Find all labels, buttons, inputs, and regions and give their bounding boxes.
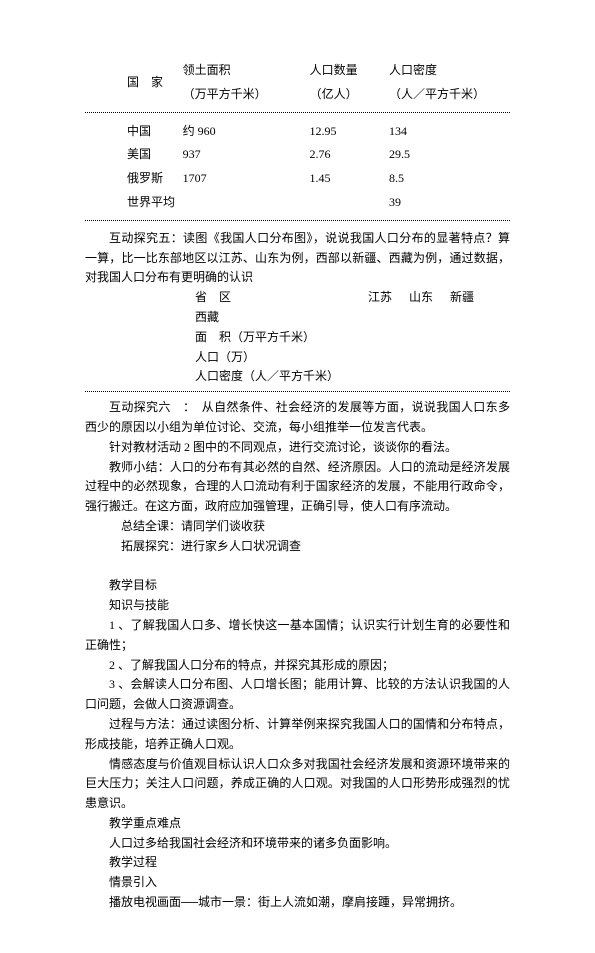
th-density-unit: （人／平方千米） [389, 84, 508, 106]
heading: 教学重点难点 [85, 814, 510, 834]
heading: 知识与技能 [85, 596, 510, 616]
country-table: 国 家 领土面积 人口数量 人口密度 （万平方千米） （亿人） （人／平方千米）… [85, 58, 510, 221]
heading: 教学过程 [85, 853, 510, 873]
divider [85, 220, 510, 221]
divider [85, 112, 510, 113]
prov-row: 人口（万） [195, 348, 510, 368]
th-pop-unit: （亿人） [310, 84, 387, 106]
paragraph: 人口过多给我国社会经济和环境带来的诸多负面影响。 [85, 834, 510, 854]
paragraph: 互动探究六 ： 从自然条件、社会经济的发展等方面，说说我国人口东多西少的原因以小… [85, 398, 510, 438]
prov-header: 省 区 [195, 288, 365, 308]
objective: 1 、了解我国人口多、增长快这一基本国情；认识实行计划生育的必要性和正确性； [85, 616, 510, 656]
paragraph: 拓展探究：进行家乡人口状况调查 [85, 537, 510, 557]
th-country: 国 家 [87, 60, 181, 106]
paragraph: 过程与方法：通过读图分析、计算举例来探究我国人口的国情和分布特点，形成技能，培养… [85, 715, 510, 755]
table-row: 美国 937 2.76 29.5 [87, 144, 508, 166]
paragraph: 互动探究五：读图《我国人口分布图》，说说我国人口分布的显著特点？算一算，比一比东… [85, 229, 510, 288]
paragraph: 情感态度与价值观目标认识人口众多对我国社会经济发展和资源环境带来的巨大压力；关注… [85, 755, 510, 814]
th-area-unit: （万平方千米） [183, 84, 308, 106]
paragraph: 总结全课：请同学们谈收获 [85, 517, 510, 537]
divider [85, 391, 510, 392]
prov-row: 面 积（万平方千米） [195, 328, 510, 348]
heading: 教学目标 [85, 576, 510, 596]
th-area: 领土面积 [183, 60, 308, 82]
paragraph: 针对教材活动 2 图中的不同观点，进行交流讨论，谈谈你的看法。 [85, 438, 510, 458]
table-row: 俄罗斯 1707 1.45 8.5 [87, 168, 508, 190]
table-row: 中国 约 960 12.95 134 [87, 121, 508, 143]
prov-row: 人口密度（人／平方千米） [195, 367, 510, 387]
paragraph: 播放电视画面──城市一景：街上人流如潮，摩肩接踵，异常拥挤。 [85, 893, 510, 913]
th-density: 人口密度 [389, 60, 508, 82]
objective: 2 、了解我国人口分布的特点，并探究其形成的原因； [85, 656, 510, 676]
province-table: 省 区 江苏 山东 新疆 西藏 面 积（万平方千米） 人口（万） 人口密度（人／… [195, 288, 510, 387]
th-pop: 人口数量 [310, 60, 387, 82]
heading: 情景引入 [85, 873, 510, 893]
objective: 3 、会解读人口分布图、人口增长图；能用计算、比较的方法认识我国的人口问题，会做… [85, 675, 510, 715]
paragraph: 教师小结：人口的分布有其必然的自然、经济原因。人口的流动是经济发展过程中的必然现… [85, 458, 510, 517]
table-row: 世界平均 39 [87, 192, 508, 214]
